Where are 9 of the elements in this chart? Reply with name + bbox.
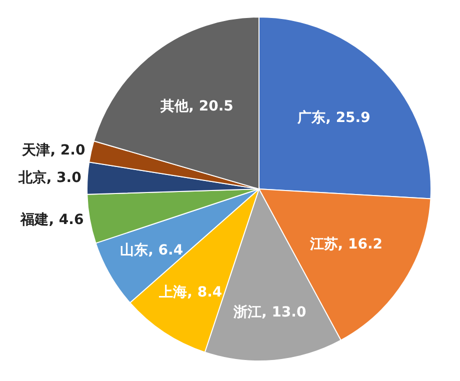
slice-label: 福建, 4.6 xyxy=(20,210,84,228)
slice-label: 江苏, 16.2 xyxy=(308,236,382,252)
slice-label: 其他, 20.5 xyxy=(160,98,234,114)
slice-label: 上海, 8.4 xyxy=(158,284,222,300)
slice-label: 北京, 3.0 xyxy=(17,168,82,186)
slice-label: 浙江, 13.0 xyxy=(232,304,307,320)
slice-label: 天津, 2.0 xyxy=(21,142,86,159)
slice-label: 广东, 25.9 xyxy=(296,109,370,126)
slice-label: 山东, 6.4 xyxy=(120,242,184,259)
